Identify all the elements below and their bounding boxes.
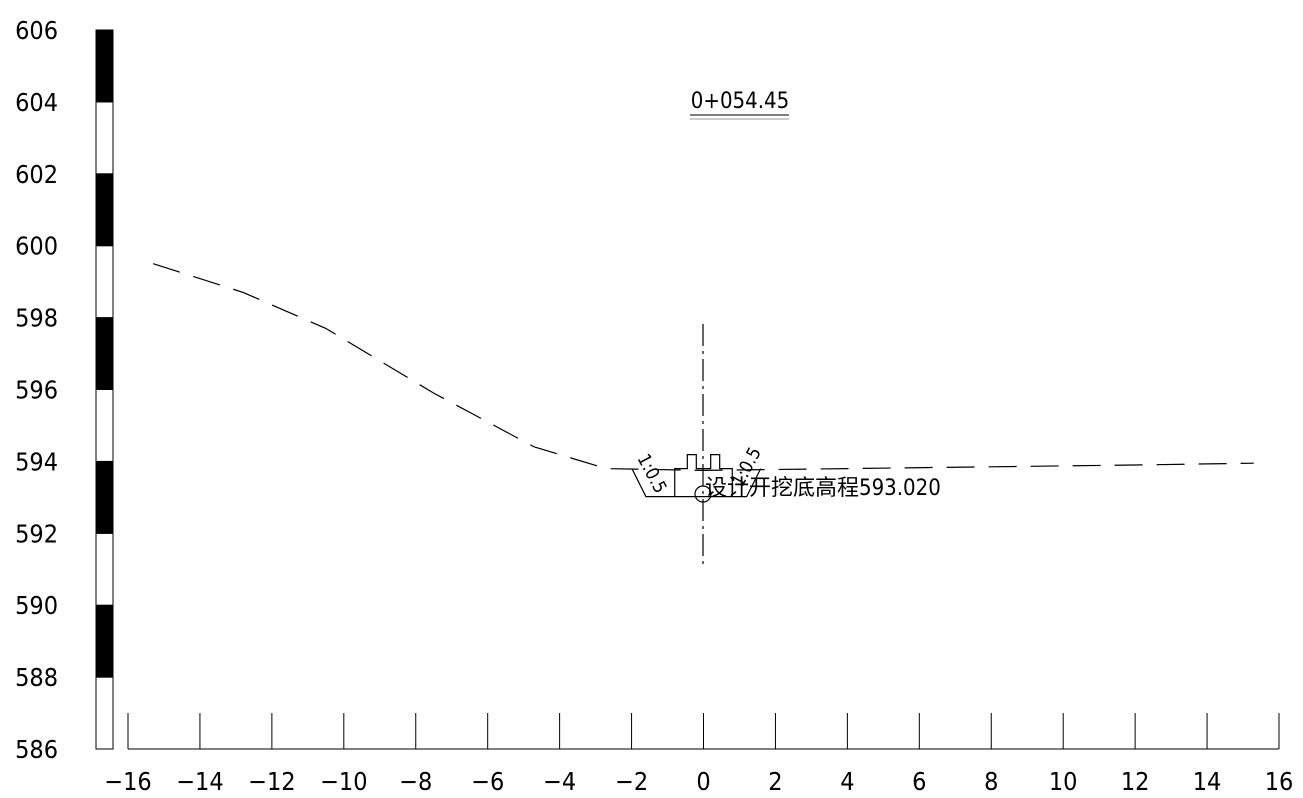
offset-tick-label: −2	[615, 767, 648, 796]
offset-tick-label: 6	[912, 767, 926, 796]
elevation-tick-label: 600	[15, 232, 58, 261]
elevation-bar-segment	[95, 101, 114, 175]
elevation-tick-label: 598	[15, 304, 58, 333]
elevation-bar-segment	[95, 460, 114, 534]
elevation-tick-label: 606	[15, 16, 58, 45]
elevation-bar-segment	[95, 676, 114, 750]
offset-tick-label: 16	[1265, 767, 1294, 796]
elevation-tick-label: 590	[15, 591, 58, 620]
excavation-section	[631, 453, 762, 498]
offset-tick-label: 14	[1193, 767, 1222, 796]
left-slope-label: 1:0.5	[633, 450, 671, 497]
offset-tick-label: 12	[1121, 767, 1150, 796]
elevation-tick-label: 594	[15, 447, 58, 476]
offset-tick-labels: −16 −14 −12 −10 −8 −6 −4 −2 0 2 4 6 8 10 12 14 16	[104, 767, 1293, 796]
elevation-bar-segment	[95, 604, 114, 678]
offset-tick-label: −14	[176, 767, 223, 796]
design-elevation-annotation: 设计开挖底高程593.020	[705, 476, 941, 501]
elevation-tick-label: 588	[15, 663, 58, 692]
elevation-tick-label: 596	[15, 376, 58, 405]
offset-tick-label: 0	[696, 767, 710, 796]
offset-tick-label: −12	[248, 767, 295, 796]
elevation-bar-segment	[95, 389, 114, 462]
offset-tick-label: 2	[768, 767, 782, 796]
offset-tick-label: −8	[399, 767, 432, 796]
elevation-tick-label: 602	[15, 160, 58, 189]
offset-axis	[127, 713, 1280, 750]
elevation-bar-segment	[95, 317, 114, 391]
elevation-bar-segment	[95, 173, 114, 247]
offset-tick-label: 8	[984, 767, 998, 796]
elevation-tick-label: 586	[15, 735, 58, 764]
elevation-tick-labels: 606 604 602 600 598 596 594 592 590 588 586	[15, 16, 58, 764]
elevation-scale-bar	[95, 29, 114, 750]
elevation-bar-segment	[95, 29, 114, 103]
offset-tick-label: −4	[543, 767, 576, 796]
ground-profile-line	[153, 263, 1254, 472]
offset-tick-label: −16	[104, 767, 151, 796]
offset-tick-label: 4	[840, 767, 854, 796]
excavation-outline	[631, 468, 762, 498]
design-elevation-marker	[694, 485, 712, 503]
elevation-tick-label: 592	[15, 519, 58, 548]
station-label: 0+054.45	[691, 89, 789, 114]
offset-tick-label: 10	[1049, 767, 1078, 796]
culvert-structure-outline	[674, 453, 733, 497]
offset-tick-label: −6	[471, 767, 504, 796]
elevation-bar-segment	[95, 532, 114, 606]
elevation-tick-label: 604	[15, 88, 58, 117]
elevation-bar-segment	[95, 245, 114, 319]
offset-tick-label: −10	[320, 767, 367, 796]
